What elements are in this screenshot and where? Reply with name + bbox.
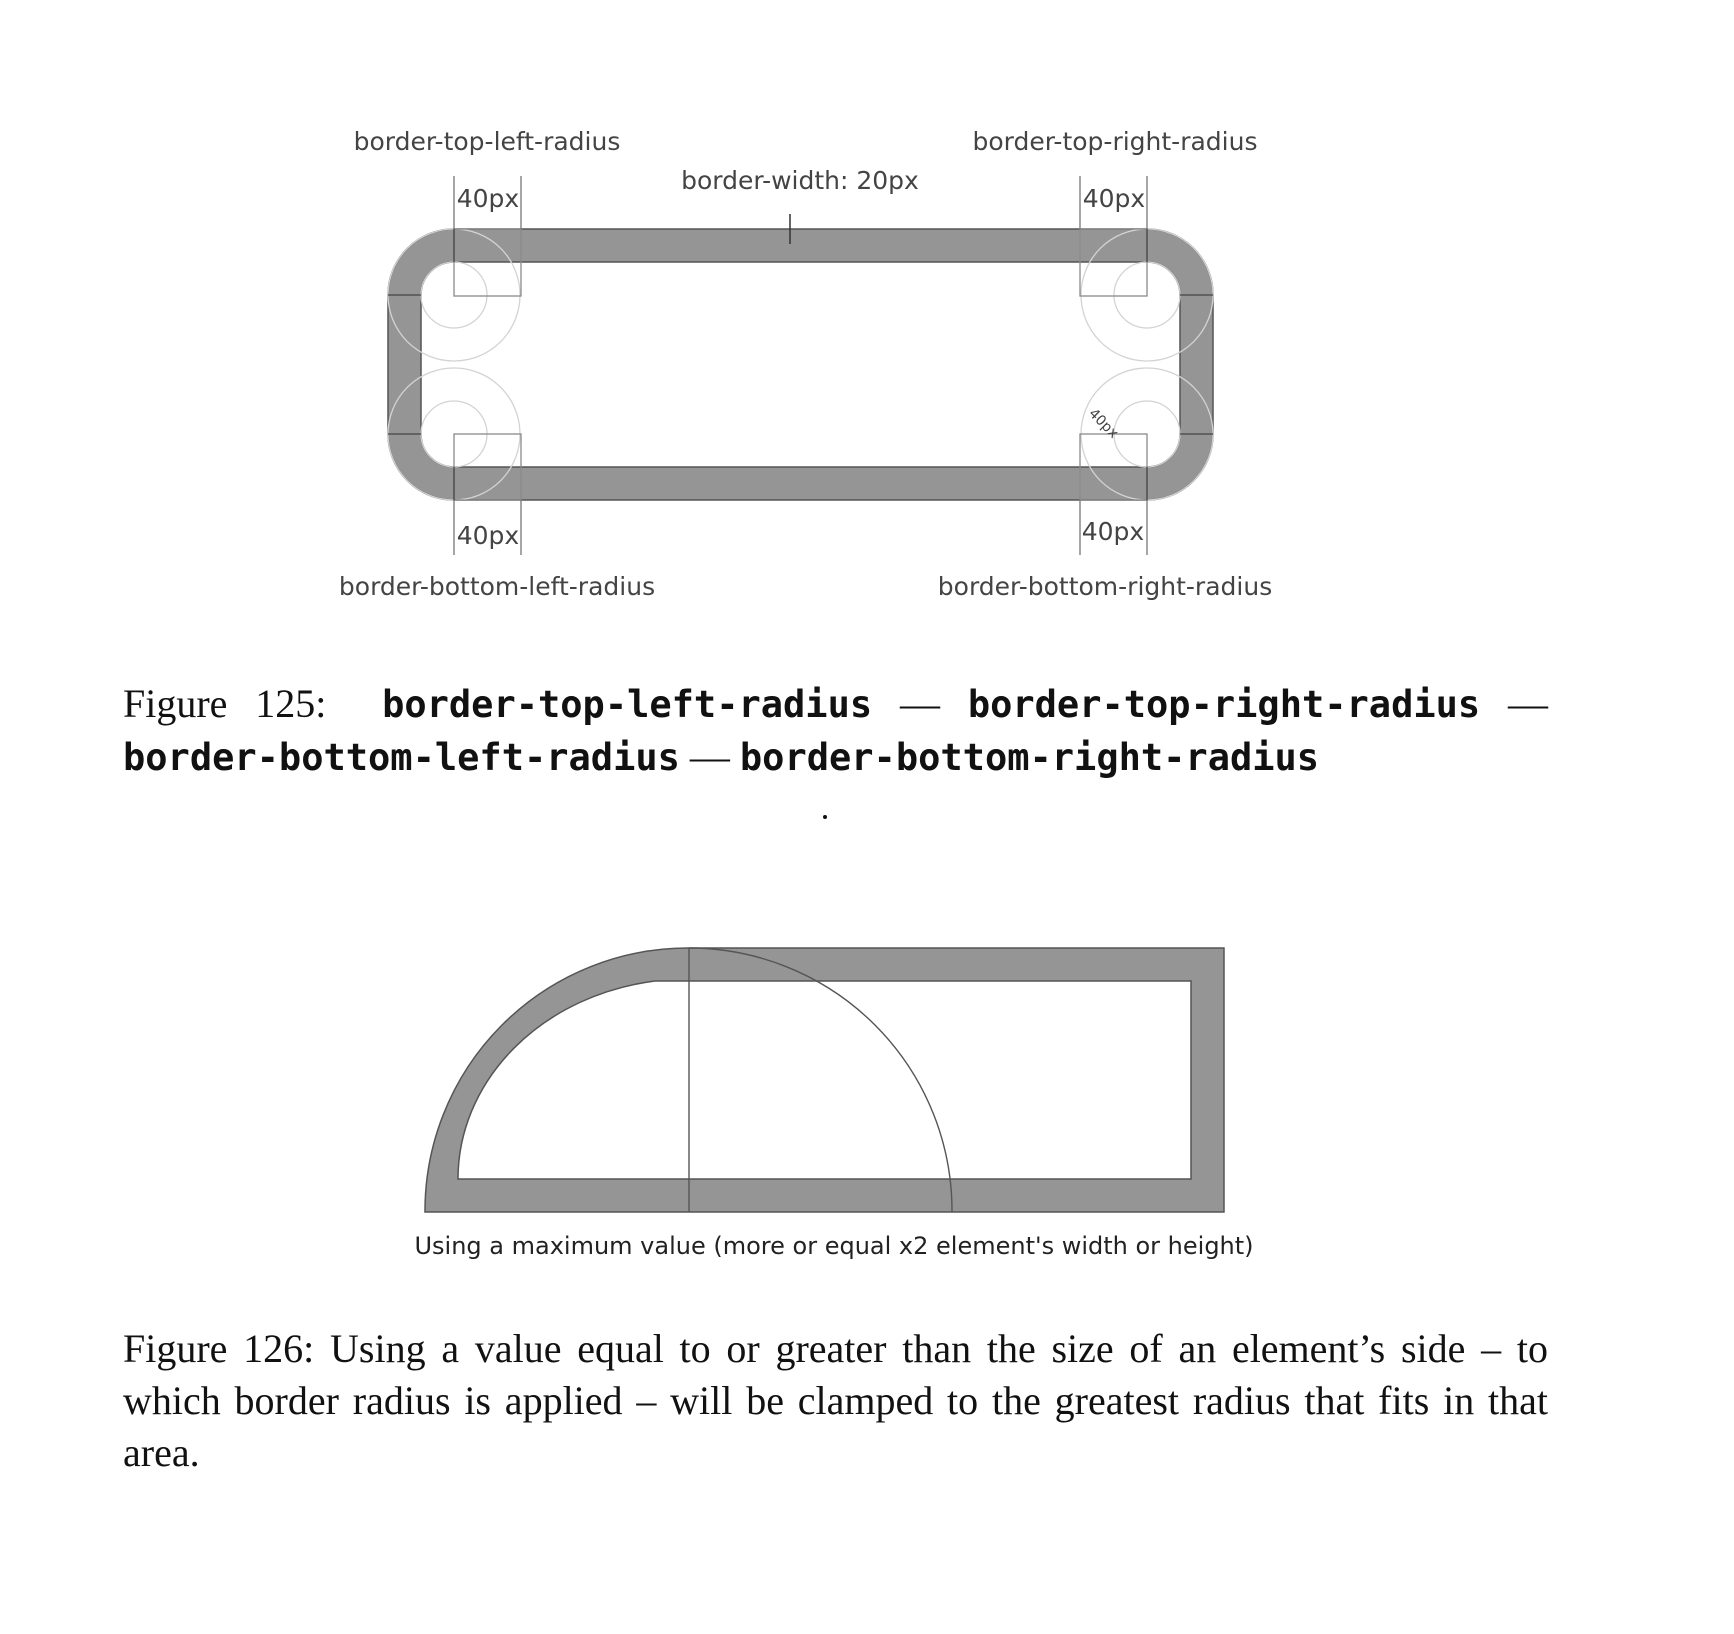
clamped-border-ring (424, 947, 1225, 1213)
caption-term-top-right: border-top-right-radius (967, 683, 1481, 726)
top-left-radius-label: border-top-left-radius (354, 127, 621, 156)
caption-term-top-left: border-top-left-radius (382, 683, 873, 726)
figure-126-caption: Figure 126: Using a value equal to or gr… (123, 1326, 1548, 1475)
center-dot (823, 815, 827, 819)
diagonal-radius-value: 40px (1085, 406, 1121, 442)
caption-separator: — (899, 681, 940, 726)
figure-125-prefix: Figure 125: (123, 681, 327, 726)
side-separators (388, 229, 1213, 500)
caption-term-bottom-left: border-bottom-left-radius (123, 736, 680, 779)
bottom-left-radius-value: 40px (457, 521, 519, 550)
clamped-guide-lines (688, 947, 953, 1213)
figure-126-diagram: Using a maximum value (more or equal x2 … (414, 947, 1254, 1260)
dimension-lines (453, 176, 1148, 555)
figure-125-caption: Figure 125: border-top-left-radius — bor… (123, 678, 1548, 784)
caption-separator: — (1508, 681, 1549, 726)
bottom-right-radius-label: border-bottom-right-radius (938, 572, 1272, 601)
corner-guide-circles (387, 228, 1214, 501)
caption-separator: — (689, 734, 730, 779)
top-right-radius-value: 40px (1083, 184, 1145, 213)
top-right-radius-label: border-top-right-radius (973, 127, 1258, 156)
caption-term-bottom-right: border-bottom-right-radius (739, 736, 1320, 779)
max-value-caption: Using a maximum value (more or equal x2 … (414, 1232, 1253, 1260)
rounded-border-ring (387, 228, 1214, 501)
top-left-radius-value: 40px (457, 184, 519, 213)
border-width-label: border-width: 20px (681, 166, 919, 195)
bottom-right-radius-value: 40px (1082, 517, 1144, 546)
corner-guide-squares (453, 228, 1148, 501)
bottom-left-radius-label: border-bottom-left-radius (339, 572, 655, 601)
figure-125-diagram: border-top-left-radius border-top-right-… (339, 127, 1272, 601)
